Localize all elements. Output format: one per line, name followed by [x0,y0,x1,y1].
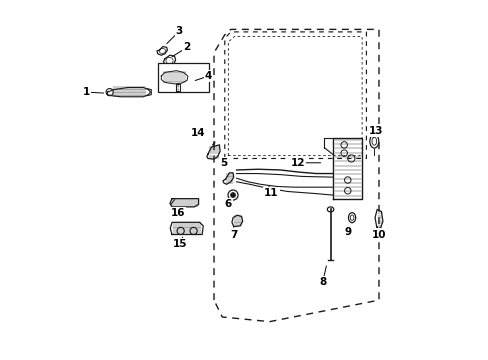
Text: 4: 4 [204,71,212,81]
Text: 12: 12 [290,158,304,168]
Text: 13: 13 [368,126,383,135]
Text: 9: 9 [344,227,351,237]
Text: 14: 14 [191,128,205,138]
Text: 16: 16 [171,208,185,218]
Text: 10: 10 [371,230,386,239]
Text: 8: 8 [318,277,325,287]
Text: 15: 15 [172,239,187,249]
Text: 2: 2 [183,42,190,52]
Circle shape [161,87,164,90]
FancyBboxPatch shape [158,63,209,92]
Text: 11: 11 [264,188,278,198]
Text: 3: 3 [175,26,183,36]
Text: 5: 5 [220,158,227,168]
Circle shape [230,193,235,198]
Circle shape [191,79,194,82]
Text: 7: 7 [229,230,237,239]
Text: 1: 1 [83,87,90,97]
Text: 6: 6 [224,199,231,210]
